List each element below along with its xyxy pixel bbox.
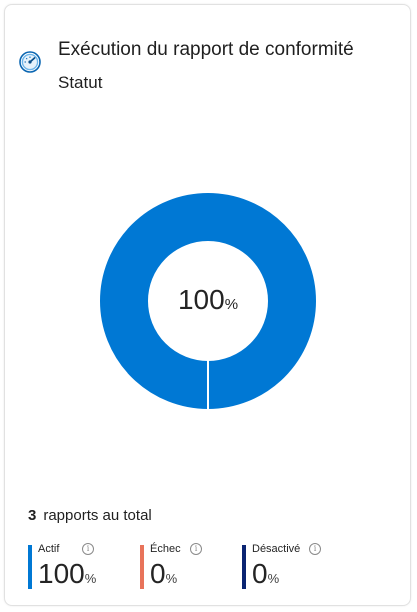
stat-active-unit: % <box>84 571 97 586</box>
stat-failed-unit: % <box>165 571 178 586</box>
stat-disabled-number: 0 <box>252 558 268 589</box>
stat-failed-number: 0 <box>150 558 166 589</box>
gauge-icon <box>19 51 41 73</box>
stat-active-number: 100 <box>38 558 85 589</box>
stat-failed-value: 0% <box>150 558 177 595</box>
donut-center-value: 100% <box>100 280 316 325</box>
card-title: Exécution du rapport de conformité <box>58 39 354 60</box>
donut-percent-unit: % <box>224 296 239 313</box>
stat-active-color-bar <box>28 545 32 589</box>
reports-total: 3 rapports au total <box>28 506 152 526</box>
card-subtitle: Statut <box>58 73 103 92</box>
stat-active-value: 100% <box>38 558 96 595</box>
stat-disabled-value: 0% <box>252 558 279 595</box>
reports-total-count: 3 <box>28 507 37 524</box>
stat-failed-color-bar <box>140 545 144 589</box>
stat-disabled-color-bar <box>242 545 246 589</box>
compliance-report-card <box>4 4 411 606</box>
stat-disabled-unit: % <box>267 571 280 586</box>
stat-failed-label: Échec <box>150 543 181 555</box>
info-icon[interactable]: i <box>82 543 94 555</box>
donut-percent-value: 100 <box>177 284 225 315</box>
info-icon[interactable]: i <box>190 543 202 555</box>
status-donut-chart <box>100 193 316 409</box>
info-icon[interactable]: i <box>309 543 321 555</box>
stat-disabled-label: Désactivé <box>252 543 301 555</box>
stat-active-label: Actif <box>38 543 60 555</box>
reports-total-label: rapports au total <box>43 507 152 524</box>
